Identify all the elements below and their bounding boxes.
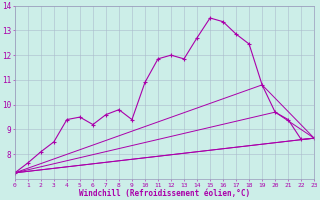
X-axis label: Windchill (Refroidissement éolien,°C): Windchill (Refroidissement éolien,°C) xyxy=(79,189,250,198)
